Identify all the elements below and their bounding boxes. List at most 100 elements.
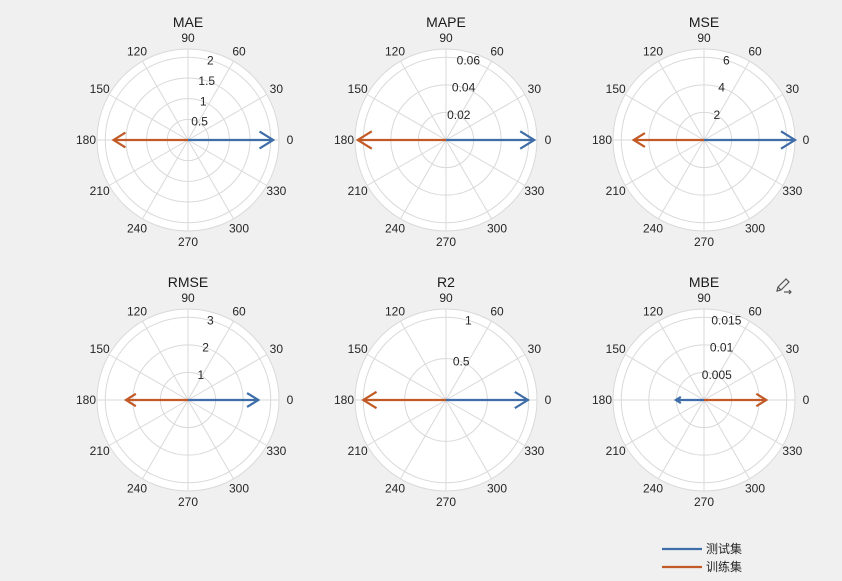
angle-tick-label: 300	[745, 481, 765, 495]
polar-chart-mae: 0 30 60 90 120 150 180 210 240 270 300 330 0.5 1 1.5 2 M…	[76, 14, 294, 249]
angle-tick-label: 150	[348, 82, 368, 96]
angle-grid-spoke	[624, 354, 705, 401]
angle-grid-spoke	[703, 320, 750, 401]
series-arrow-train	[123, 392, 188, 408]
arrow-head	[258, 130, 276, 150]
angle-grid-spoke	[445, 399, 526, 446]
chart-title: RMSE	[168, 274, 208, 290]
angle-tick-label: 270	[178, 495, 198, 509]
angle-grid-spoke	[703, 354, 784, 401]
angle-grid-spoke	[187, 320, 234, 401]
angle-tick-label: 90	[439, 291, 453, 305]
angle-grid-spoke	[108, 139, 189, 186]
angle-tick-label: 0	[287, 393, 294, 407]
angle-tick-label: 150	[606, 82, 626, 96]
angle-grid-spoke	[703, 60, 750, 141]
series-arrow-test	[188, 392, 261, 408]
angle-grid-spoke	[624, 399, 705, 446]
angle-tick-label: 60	[490, 305, 504, 319]
angle-tick-label: 180	[334, 393, 354, 407]
angle-grid-spoke	[187, 60, 234, 141]
legend-label: 训练集	[706, 559, 742, 574]
angle-tick-label: 90	[439, 31, 453, 45]
angle-grid-spoke	[658, 399, 705, 480]
angle-tick-label: 300	[487, 481, 507, 495]
angle-tick-label: 240	[127, 221, 147, 235]
arrow-head	[514, 390, 530, 410]
angle-grid-spoke	[658, 320, 705, 401]
arrow-head	[355, 130, 373, 150]
angle-tick-label: 150	[606, 342, 626, 356]
r-tick-label: 2	[207, 54, 214, 68]
angle-grid-spoke	[658, 139, 705, 220]
angle-tick-label: 210	[90, 184, 110, 198]
angle-grid-spoke	[445, 94, 526, 141]
angle-grid-spoke	[703, 94, 784, 141]
angle-grid-spoke	[703, 399, 784, 446]
angle-tick-label: 90	[181, 31, 195, 45]
angle-tick-label: 60	[748, 305, 762, 319]
angle-tick-label: 210	[606, 184, 626, 198]
angle-tick-label: 180	[334, 133, 354, 147]
angle-tick-label: 240	[385, 481, 405, 495]
polar-chart-r2: 0 30 60 90 120 150 180 210 240 270 300 330 0.5 1 R2	[334, 274, 552, 509]
angle-tick-label: 210	[348, 444, 368, 458]
chart-title: MAE	[173, 14, 203, 30]
angle-tick-label: 270	[436, 235, 456, 249]
angle-grid-spoke	[445, 60, 492, 141]
r-tick-label: 3	[207, 314, 214, 328]
angle-grid-spoke	[400, 320, 447, 401]
r-tick-label: 2	[713, 108, 720, 122]
series-arrow-train	[361, 390, 446, 410]
angle-tick-label: 300	[487, 221, 507, 235]
angle-tick-label: 120	[127, 45, 147, 59]
arrow-head	[123, 392, 137, 408]
angle-grid-spoke	[400, 139, 447, 220]
angle-grid-spoke	[142, 60, 189, 141]
angle-tick-label: 30	[786, 82, 800, 96]
series-arrow-train	[631, 132, 704, 148]
r-tick-label: 4	[718, 81, 725, 95]
series-arrow-test	[188, 130, 276, 150]
arrow-head	[755, 392, 769, 408]
angle-grid-spoke	[400, 60, 447, 141]
angle-tick-label: 330	[782, 444, 802, 458]
angle-grid-spoke	[445, 320, 492, 401]
series-arrow-test	[446, 390, 530, 410]
r-tick-label: 0.5	[191, 115, 208, 129]
angle-tick-label: 120	[385, 45, 405, 59]
angle-tick-label: 60	[232, 305, 246, 319]
angle-grid-spoke	[108, 399, 189, 446]
chart-title: MBE	[689, 274, 719, 290]
angle-tick-label: 0	[545, 133, 552, 147]
angle-tick-label: 210	[606, 444, 626, 458]
angle-tick-label: 0	[545, 393, 552, 407]
angle-tick-label: 90	[181, 291, 195, 305]
arrow-head	[631, 132, 646, 148]
angle-tick-label: 150	[90, 342, 110, 356]
edit-pen-icon[interactable]	[774, 276, 794, 296]
r-tick-label: 0.02	[447, 108, 471, 122]
angle-grid-spoke	[187, 399, 268, 446]
angle-grid-spoke	[142, 139, 189, 220]
angle-tick-label: 120	[643, 45, 663, 59]
angle-grid-spoke	[108, 94, 189, 141]
angle-tick-label: 30	[786, 342, 800, 356]
angle-grid-spoke	[187, 139, 234, 220]
polar-chart-mape: 0 30 60 90 120 150 180 210 240 270 300 330 0.02 0.04 0…	[334, 14, 552, 249]
angle-tick-label: 300	[229, 221, 249, 235]
angle-tick-label: 30	[528, 342, 542, 356]
angle-tick-label: 270	[694, 495, 714, 509]
angle-tick-label: 180	[592, 393, 612, 407]
angle-grid-spoke	[142, 399, 189, 480]
angle-tick-label: 60	[748, 45, 762, 59]
arrow-head	[111, 131, 127, 149]
angle-tick-label: 330	[524, 184, 544, 198]
angle-tick-label: 150	[90, 82, 110, 96]
angle-tick-label: 180	[592, 133, 612, 147]
chart-title: R2	[437, 274, 455, 290]
series-arrow-test	[673, 395, 704, 405]
angle-grid-spoke	[400, 399, 447, 480]
angle-tick-label: 270	[694, 235, 714, 249]
